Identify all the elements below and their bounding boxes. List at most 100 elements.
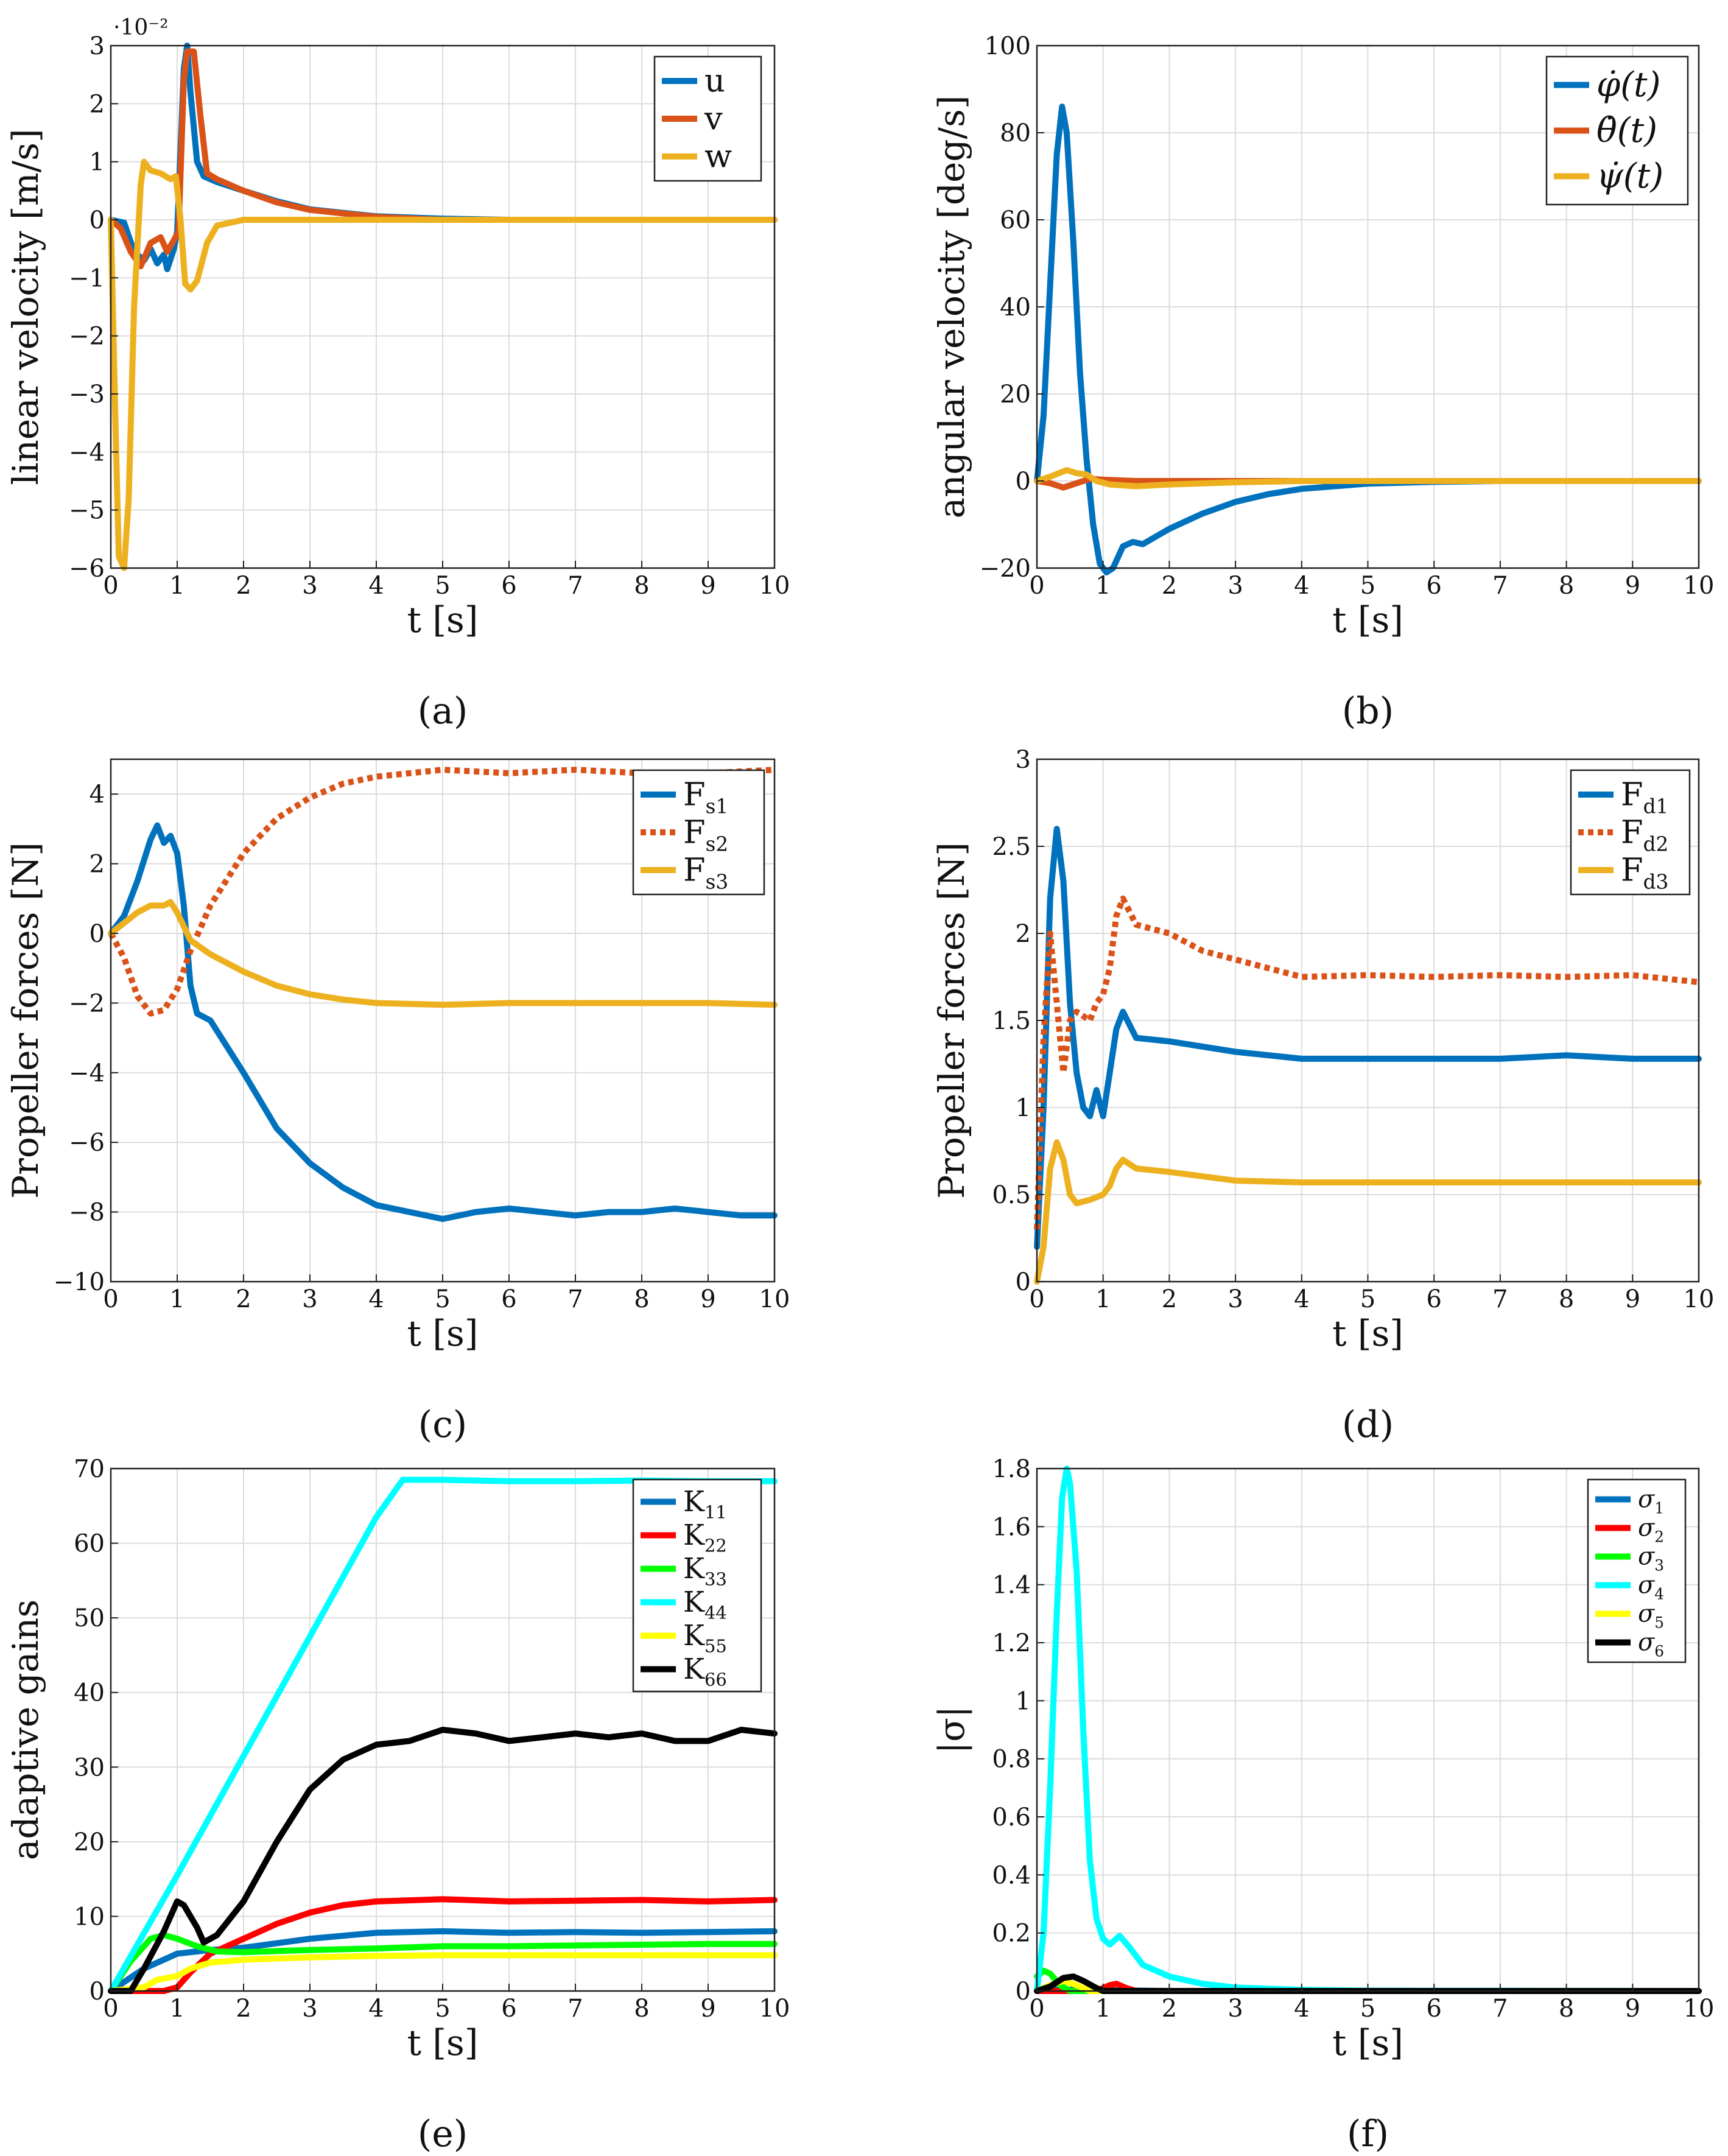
x-tick-label: 1: [1095, 1995, 1111, 2023]
y-tick-label: 10: [74, 1903, 105, 1931]
series-line-K22: [108, 1896, 778, 1994]
x-tick-label: 10: [759, 1285, 790, 1313]
x-axis-label: t [s]: [1332, 599, 1403, 641]
y-tick-label: 0: [1016, 468, 1031, 496]
y-tick-label: 70: [74, 1455, 105, 1483]
x-tick-label: 1: [1095, 1285, 1111, 1313]
panel-label: (a): [418, 690, 468, 732]
x-tick-label: 5: [435, 1995, 450, 2023]
x-tick-label: 3: [302, 1285, 317, 1313]
y-tick-label: 1.4: [992, 1571, 1031, 1599]
y-tick-label: 0.4: [992, 1861, 1031, 1889]
legend-label: v: [704, 100, 723, 137]
x-tick-label: 0: [103, 572, 118, 600]
x-tick-label: 9: [1625, 1285, 1640, 1313]
series-line-Fd3: [1034, 1139, 1702, 1285]
y-tick-label: 2: [1016, 920, 1031, 948]
legend-label: σ4: [1638, 1571, 1664, 1603]
legend-label: σ3: [1638, 1543, 1664, 1575]
y-tick-label: 1.5: [992, 1007, 1031, 1035]
y-tick-label: 3: [1016, 746, 1031, 774]
legend-label: K22: [683, 1519, 727, 1556]
x-tick-label: 8: [634, 572, 649, 600]
x-tick-label: 2: [236, 572, 251, 600]
y-axis-label: adaptive gains: [5, 1599, 46, 1860]
x-axis-label: t [s]: [407, 599, 479, 641]
x-tick-label: 0: [1029, 572, 1044, 600]
x-tick-label: 6: [1426, 1285, 1441, 1313]
x-tick-label: 2: [1162, 1995, 1177, 2023]
x-axis-label: t [s]: [1332, 1313, 1403, 1354]
x-tick-label: 1: [169, 1285, 184, 1313]
x-tick-label: 7: [567, 1995, 583, 2023]
y-tick-label: −8: [69, 1199, 105, 1227]
x-axis-label: t [s]: [1332, 2022, 1403, 2063]
x-tick-label: 10: [1684, 1285, 1715, 1313]
legend-label: Fs3: [683, 851, 728, 893]
series-line-Fs1: [108, 822, 778, 1222]
y-tick-label: 1: [1016, 1094, 1031, 1122]
legend-label: u: [704, 62, 725, 99]
chart-panel-d: 0 1 2 3 4 5 6 7 8 9 10 0 0.5 1 1.5 2 2.5 3 t [s] Propeller …: [931, 746, 1714, 1446]
y-tick-label: 0.2: [992, 1920, 1031, 1948]
x-tick-label: 6: [501, 1995, 516, 2023]
y-axis-label: Propeller forces [N]: [5, 842, 46, 1199]
y-tick-label: 0: [1016, 1268, 1031, 1296]
legend-label: σ2: [1638, 1514, 1664, 1546]
panel-label: (c): [418, 1403, 467, 1446]
series-line-Fd2: [1034, 895, 1699, 1230]
y-tick-label: 1: [90, 149, 105, 177]
x-tick-label: 2: [1162, 1285, 1177, 1313]
x-tick-label: 2: [236, 1995, 251, 2023]
legend-box: [632, 1478, 762, 1693]
legend-label: σ5: [1638, 1600, 1664, 1632]
x-tick-label: 3: [302, 1995, 317, 2023]
legend-box: [1587, 1478, 1687, 1663]
y-tick-label: −2: [69, 323, 105, 351]
x-tick-label: 3: [302, 572, 317, 600]
chart-panel-e: 0 1 2 3 4 5 6 7 8 9 10 0 10 20 30 40 50 60 70 t [s] adaptive…: [5, 1455, 790, 2155]
x-tick-label: 6: [501, 1285, 516, 1313]
series-line-Fd1: [1034, 826, 1702, 1250]
y-tick-label: 1.8: [992, 1455, 1031, 1483]
legend-label: Fd1: [1621, 776, 1668, 818]
y-tick-label: −2: [69, 989, 105, 1017]
y-tick-label: 0.8: [992, 1746, 1031, 1774]
series-line-Fs3: [108, 899, 778, 1008]
y-tick-label: 1.2: [992, 1629, 1031, 1657]
chart-panel-a: 0 1 2 3 4 5 6 7 8 9 10 −6 −5 −4 −3 −2 −1 0 1 2 3 ·10⁻² t [s] li…: [5, 15, 790, 732]
legend-label: K44: [683, 1586, 727, 1623]
x-tick-label: 9: [1625, 572, 1640, 600]
x-tick-label: 1: [169, 572, 184, 600]
x-tick-label: 5: [1360, 1995, 1375, 2023]
y-tick-label: 40: [74, 1679, 105, 1707]
x-tick-label: 8: [1559, 1285, 1574, 1313]
x-tick-label: 9: [700, 1995, 715, 2023]
series-line-K11: [108, 1928, 778, 1994]
x-tick-label: 8: [1559, 1995, 1574, 2023]
x-tick-label: 5: [435, 1285, 450, 1313]
legend-label: θ̇(t): [1596, 111, 1657, 150]
x-tick-label: 3: [1228, 572, 1243, 600]
x-tick-label: 1: [169, 1995, 184, 2023]
chart-panel-f: 0 1 2 3 4 5 6 7 8 9 10 0 0.2 0.4 0.6 0.8 1 1.2 1.4 1.6 1.8 t …: [931, 1455, 1714, 2155]
y-tick-label: 80: [1000, 119, 1031, 147]
x-tick-label: 4: [368, 572, 384, 600]
series-line-ψ̇(t): [1034, 467, 1702, 490]
y-tick-label: 0.6: [992, 1803, 1031, 1831]
y-tick-label: 0: [90, 206, 105, 234]
x-axis-label: t [s]: [407, 1313, 479, 1354]
y-tick-label: 40: [1000, 293, 1031, 321]
y-tick-label: −1: [69, 264, 105, 292]
series-line-v: [108, 48, 778, 270]
legend-label: Fd3: [1621, 851, 1668, 893]
series-line-K55: [108, 1952, 778, 1994]
panel-label: (f): [1347, 2113, 1389, 2155]
y-tick-label: −3: [69, 381, 105, 409]
y-axis-exponent: ·10⁻²: [113, 15, 169, 40]
y-tick-label: 2: [90, 90, 105, 118]
legend-label: Fs2: [683, 813, 728, 855]
